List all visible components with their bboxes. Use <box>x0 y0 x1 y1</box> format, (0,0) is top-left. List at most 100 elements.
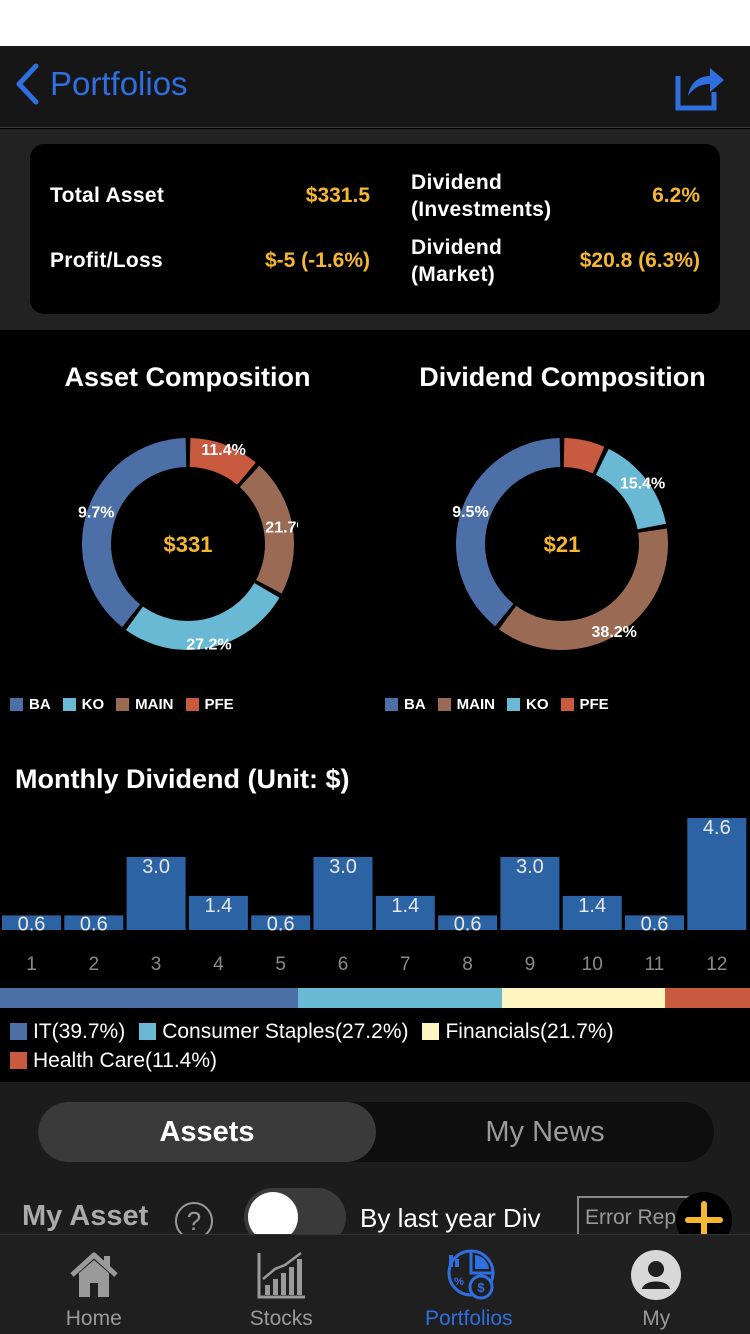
legend-swatch <box>139 1023 157 1040</box>
bar-month-8 <box>438 915 498 930</box>
legend-label: PFE <box>204 696 234 713</box>
tab-home[interactable]: Home <box>0 1235 188 1334</box>
dividend-investments-label-line2: (Investments) <box>411 198 552 221</box>
asset-legend-ba: BA <box>10 696 51 713</box>
legend-label: KO <box>81 696 105 713</box>
tab-portfolios-label: Portfolios <box>424 1307 513 1330</box>
asset-composition-title: Asset Composition <box>64 362 311 392</box>
legend-swatch <box>10 1052 27 1069</box>
asset-legend-ko: KO <box>62 696 105 713</box>
toggle-knob <box>248 1192 298 1242</box>
bar-value-label: 3.0 <box>142 856 170 878</box>
dividend-legend-pfe: PFE <box>560 696 609 713</box>
x-tick-label: 3 <box>151 954 162 975</box>
x-tick-label: 4 <box>213 954 224 975</box>
legend-swatch <box>437 698 451 711</box>
legend-swatch <box>507 698 520 711</box>
bar-value-label: 1.4 <box>391 895 419 917</box>
tab-stocks-label: Stocks <box>249 1307 313 1330</box>
legend-label: MAIN <box>456 696 495 713</box>
bar-value-label: 3.0 <box>329 856 357 878</box>
asset-label-ba: 39.7% <box>78 505 114 522</box>
bar-value-label: 4.6 <box>703 817 731 839</box>
asset-slice-ba <box>82 438 187 628</box>
summary-card: Total Asset $331.5 Profit/Loss $-5 (-1.6… <box>30 144 720 314</box>
x-tick-label: 2 <box>89 954 100 975</box>
dividend-slice-ko <box>595 448 667 530</box>
bar-month-4 <box>188 895 248 930</box>
dividend-market-label: Dividend (Market) <box>411 234 502 288</box>
bar-value-label: 0.6 <box>267 913 295 935</box>
sector-segment <box>0 988 298 1008</box>
sector-segment <box>664 988 750 1008</box>
tab-my-label: My <box>642 1307 671 1330</box>
x-tick-label: 7 <box>400 954 411 975</box>
legend-swatch <box>116 698 130 711</box>
tab-my-news[interactable]: My News <box>485 1115 605 1148</box>
legend-label: BA <box>29 696 51 713</box>
svg-text:%: % <box>454 1276 464 1288</box>
tab-assets[interactable]: Assets <box>38 1102 376 1162</box>
bar-value-label: 1.4 <box>578 895 606 917</box>
asset-slice-ko <box>126 583 280 650</box>
legend-swatch <box>422 1023 440 1040</box>
dividend-label-main: 38.2% <box>592 624 637 641</box>
dividend-slice-ba <box>456 438 561 627</box>
user-avatar-icon <box>631 1250 682 1300</box>
dividend-label-ba: 39.5% <box>452 504 489 521</box>
monthly-dividend-title: Monthly Dividend (Unit: $) <box>15 764 350 794</box>
sector-legend-item: Consumer Staples(27.2%) <box>139 1018 408 1045</box>
tab-bar: Home Stocks $ % <box>0 1234 750 1334</box>
sector-legend-item: Health Care(11.4%) <box>10 1047 217 1074</box>
dividend-investments-value: 6.2% <box>652 184 700 207</box>
sector-legend-label: Consumer Staples(27.2%) <box>162 1020 409 1043</box>
tab-my[interactable]: My <box>563 1235 750 1334</box>
x-tick-label: 11 <box>645 954 665 975</box>
back-label: Portfolios <box>50 65 188 102</box>
x-tick-label: 10 <box>582 954 603 975</box>
summary-section: Total Asset $331.5 Profit/Loss $-5 (-1.6… <box>0 129 750 330</box>
asset-legend-main: MAIN <box>116 696 174 713</box>
dividend-legend-ko: KO <box>507 696 549 713</box>
bar-month-11 <box>625 915 684 930</box>
dividend-legend-ba: BA <box>385 696 426 713</box>
sector-segment <box>501 988 665 1008</box>
nav-bar: Portfolios <box>0 46 750 128</box>
x-tick-label: 1 <box>26 954 37 975</box>
sector-legend-item: IT(39.7%) <box>10 1018 125 1045</box>
legend-swatch <box>10 698 23 711</box>
bar-value-label: 0.6 <box>80 913 108 935</box>
dividend-composition-title: Dividend Composition <box>419 362 706 392</box>
tab-stocks[interactable]: Stocks <box>188 1235 376 1334</box>
dividend-slice-main <box>498 528 668 650</box>
bar-month-9 <box>500 856 560 930</box>
sector-legend-label: IT(39.7%) <box>33 1020 126 1043</box>
sector-segment <box>297 988 502 1008</box>
bar-month-6 <box>313 856 373 930</box>
asset-slice-pfe <box>189 438 256 485</box>
legend-swatch <box>10 1023 27 1040</box>
asset-composition-donut: 11.4% 21.7% 27.2% 39.7% $331 <box>78 438 298 653</box>
x-tick-label: 6 <box>338 954 349 975</box>
sector-legend-label: Health Care(11.4%) <box>33 1049 218 1072</box>
bar-month-5 <box>251 915 311 930</box>
legend-label: PFE <box>579 696 609 713</box>
sector-legend-label: Financials(21.7%) <box>445 1020 614 1043</box>
stocks-chart-icon <box>257 1252 306 1299</box>
back-button[interactable]: Portfolios <box>14 60 188 108</box>
dividend-market-value: $20.8 (6.3%) <box>579 249 700 272</box>
tab-home-label: Home <box>65 1307 122 1330</box>
total-asset-label: Total Asset <box>50 184 165 207</box>
tab-portfolios[interactable]: $ % Portfolios <box>375 1235 563 1334</box>
asset-composition-legend: BA KO MAIN PFE <box>10 696 246 713</box>
bar-month-12 <box>687 818 747 930</box>
bar-month-10 <box>562 895 622 930</box>
x-tick-label: 9 <box>525 954 536 975</box>
bar-value-label: 0.6 <box>454 913 482 935</box>
x-tick-label: 5 <box>275 954 286 975</box>
toggle-label: By last year Div <box>360 1203 541 1233</box>
monthly-dividend-chart: 0.6 1 0.6 2 3.0 3 1.4 4 0.6 5 3.0 6 1.4 7 0.6 8 3.0 9 1.4 1… <box>2 817 747 975</box>
dividend-center-value: $21 <box>544 532 581 557</box>
share-icon[interactable] <box>670 58 726 114</box>
bar-month-1 <box>2 915 61 930</box>
